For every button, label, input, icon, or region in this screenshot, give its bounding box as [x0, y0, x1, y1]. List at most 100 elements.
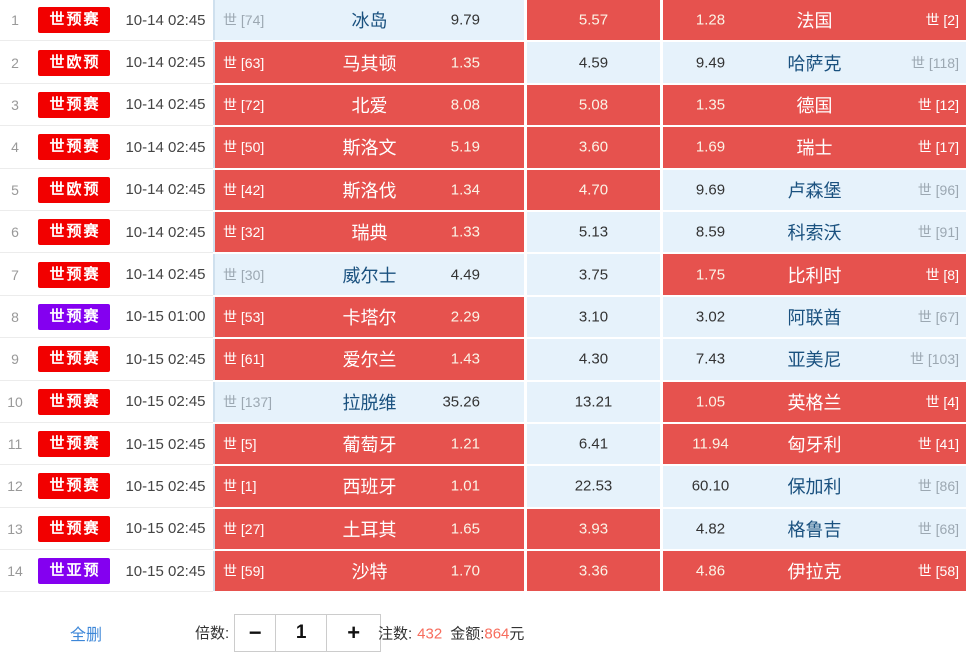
home-odds-value: 1.43	[450, 350, 480, 368]
league-badge-cell: 世预赛	[30, 85, 118, 125]
multiplier-decrease-button[interactable]: −	[235, 614, 277, 651]
draw-odds-cell[interactable]: 3.36	[527, 551, 660, 592]
match-time: 10-14 02:45	[125, 138, 206, 156]
match-time: 10-14 02:45	[125, 96, 206, 114]
away-team-name: 比利时	[787, 265, 842, 286]
home-team-name: 斯洛文	[342, 138, 397, 159]
draw-odds-cell[interactable]: 3.75	[527, 254, 660, 295]
home-odds-cell[interactable]: 世 [63] 马其顿 1.35	[213, 42, 524, 83]
match-info-section: 4 世预赛 10-14 02:45	[0, 127, 213, 168]
match-row: 4 世预赛 10-14 02:45 世 [50] 斯洛文 5.19 3.60 1…	[0, 127, 966, 168]
match-info-section: 12 世预赛 10-15 02:45	[0, 466, 213, 507]
home-odds-cell[interactable]: 世 [42] 斯洛伐 1.34	[213, 169, 524, 210]
away-team-name: 匈牙利	[787, 435, 842, 456]
home-odds-cell[interactable]: 世 [53] 卡塔尔 2.29	[213, 296, 524, 338]
away-odds-value: 9.69	[695, 181, 726, 199]
home-odds-cell[interactable]: 世 [59] 沙特 1.70	[213, 551, 524, 592]
away-world-rank: 世 [118]	[911, 54, 959, 71]
away-world-rank: 世 [4]	[925, 393, 959, 410]
away-team-name: 卢森堡	[787, 180, 842, 201]
league-badge-cell: 世预赛	[30, 466, 118, 506]
away-odds-cell[interactable]: 9.69 卢森堡 世 [96]	[663, 169, 966, 210]
match-info-section: 11 世预赛 10-15 02:45	[0, 423, 213, 465]
draw-odds-value: 3.36	[578, 562, 609, 580]
away-odds-cell[interactable]: 1.05 英格兰 世 [4]	[663, 381, 966, 422]
multiplier-increase-button[interactable]: +	[326, 614, 381, 651]
away-world-rank: 世 [86]	[917, 478, 959, 495]
away-odds-cell[interactable]: 1.35 德国 世 [12]	[663, 84, 966, 126]
league-badge: 世预赛	[38, 7, 110, 34]
away-odds-cell[interactable]: 11.94 匈牙利 世 [41]	[663, 423, 966, 465]
home-odds-cell[interactable]: 世 [50] 斯洛文 5.19	[213, 127, 524, 168]
away-odds-cell[interactable]: 3.02 阿联酋 世 [67]	[663, 296, 966, 338]
away-odds-cell[interactable]: 8.59 科索沃 世 [91]	[663, 211, 966, 253]
draw-odds-cell[interactable]: 3.60	[527, 127, 660, 168]
match-row: 1 世预赛 10-14 02:45 世 [74] 冰岛 9.79 5.57 1.…	[0, 0, 966, 41]
away-odds-cell[interactable]: 4.82 格鲁吉 世 [68]	[663, 508, 966, 550]
home-world-rank: 世 [72]	[223, 96, 265, 113]
home-odds-cell[interactable]: 世 [137] 拉脱维 35.26	[213, 381, 524, 422]
draw-odds-value: 4.59	[578, 54, 609, 72]
away-odds-cell[interactable]: 9.49 哈萨克 世 [118]	[663, 42, 966, 83]
match-time: 10-15 02:45	[125, 562, 206, 580]
match-row: 7 世预赛 10-14 02:45 世 [30] 威尔士 4.49 3.75 1…	[0, 254, 966, 295]
match-info-section: 14 世亚预 10-15 02:45	[0, 551, 213, 592]
draw-odds-cell[interactable]: 13.21	[527, 381, 660, 422]
match-info-section: 6 世预赛 10-14 02:45	[0, 211, 213, 253]
delete-all-link[interactable]: 全删	[70, 626, 103, 644]
home-team-name: 北爱	[351, 95, 388, 116]
home-odds-cell[interactable]: 世 [27] 土耳其 1.65	[213, 508, 524, 550]
home-team-name: 西班牙	[342, 477, 397, 498]
away-odds-cell[interactable]: 1.75 比利时 世 [8]	[663, 254, 966, 295]
home-odds-cell[interactable]: 世 [30] 威尔士 4.49	[213, 254, 524, 295]
away-odds-value: 7.43	[695, 350, 726, 368]
match-info-section: 2 世欧预 10-14 02:45	[0, 42, 213, 83]
league-badge: 世预赛	[38, 303, 110, 330]
away-world-rank: 世 [103]	[909, 351, 959, 368]
draw-odds-value: 4.70	[578, 181, 609, 199]
draw-odds-cell[interactable]: 4.59	[527, 42, 660, 83]
home-odds-cell[interactable]: 世 [5] 葡萄牙 1.21	[213, 423, 524, 465]
draw-odds-cell[interactable]: 3.93	[527, 508, 660, 550]
draw-odds-cell[interactable]: 4.70	[527, 169, 660, 210]
league-badge: 世预赛	[38, 219, 110, 246]
draw-odds-cell[interactable]: 4.30	[527, 339, 660, 380]
match-info-section: 3 世预赛 10-14 02:45	[0, 84, 213, 126]
draw-odds-cell[interactable]: 5.08	[527, 84, 660, 126]
away-odds-cell[interactable]: 60.10 保加利 世 [86]	[663, 466, 966, 507]
away-odds-cell[interactable]: 1.69 瑞士 世 [17]	[663, 127, 966, 168]
away-world-rank: 世 [8]	[925, 266, 959, 283]
home-world-rank: 世 [5]	[223, 436, 257, 453]
home-odds-cell[interactable]: 世 [72] 北爱 8.08	[213, 84, 524, 126]
draw-odds-cell[interactable]: 6.41	[527, 423, 660, 465]
draw-odds-cell[interactable]: 22.53	[527, 466, 660, 507]
league-badge-cell: 世欧预	[30, 170, 118, 210]
home-world-rank: 世 [50]	[223, 139, 265, 156]
away-odds-value: 1.75	[695, 266, 726, 284]
away-team-name: 英格兰	[787, 392, 842, 413]
away-team-name: 德国	[796, 95, 833, 116]
away-odds-cell[interactable]: 7.43 亚美尼 世 [103]	[663, 339, 966, 380]
match-info-section: 13 世预赛 10-15 02:45	[0, 508, 213, 550]
away-odds-value: 11.94	[692, 435, 729, 453]
away-world-rank: 世 [68]	[917, 520, 959, 537]
match-row: 9 世预赛 10-15 02:45 世 [61] 爱尔兰 1.43 4.30 7…	[0, 339, 966, 380]
home-odds-cell[interactable]: 世 [1] 西班牙 1.01	[213, 466, 524, 507]
home-odds-value: 1.01	[450, 477, 480, 495]
home-odds-cell[interactable]: 世 [32] 瑞典 1.33	[213, 211, 524, 253]
draw-odds-value: 22.53	[574, 477, 613, 495]
match-time: 10-15 02:45	[125, 477, 206, 495]
home-odds-cell[interactable]: 世 [61] 爱尔兰 1.43	[213, 339, 524, 380]
draw-odds-cell[interactable]: 5.57	[527, 0, 660, 41]
draw-odds-value: 5.08	[578, 96, 609, 114]
away-odds-value: 1.69	[695, 138, 726, 156]
home-odds-cell[interactable]: 世 [74] 冰岛 9.79	[213, 0, 524, 41]
home-odds-value: 1.65	[450, 520, 480, 538]
away-odds-cell[interactable]: 1.28 法国 世 [2]	[663, 0, 966, 41]
draw-odds-cell[interactable]: 5.13	[527, 211, 660, 253]
draw-odds-cell[interactable]: 3.10	[527, 296, 660, 338]
away-odds-cell[interactable]: 4.86 伊拉克 世 [58]	[663, 551, 966, 592]
multiplier-value[interactable]: 1	[276, 614, 327, 651]
league-badge-cell: 世亚预	[30, 551, 118, 591]
home-odds-value: 8.08	[450, 96, 480, 114]
